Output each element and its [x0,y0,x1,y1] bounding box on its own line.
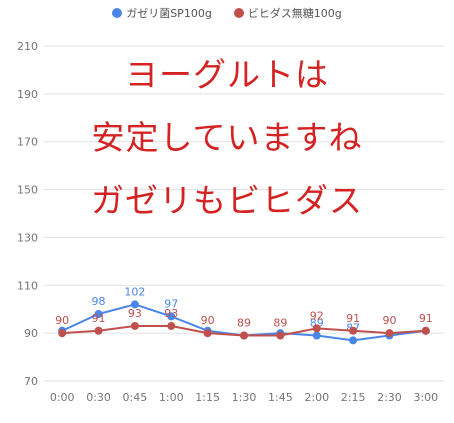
data-point [94,310,103,318]
x-tick-label: 0:30 [86,391,111,404]
data-label: 90 [201,314,215,327]
overlay-text-line-1: ヨーグルトは [125,55,329,94]
data-point [94,326,103,335]
data-point [203,329,212,338]
y-tick-label: 190 [17,88,38,101]
data-label: 91 [419,312,433,325]
overlay-text-line-3: ガゼリもビヒダス [91,181,363,220]
y-tick-label: 90 [24,327,38,340]
y-tick-label: 130 [17,231,38,244]
x-tick-label: 2:15 [341,391,366,404]
data-point [385,329,394,338]
data-label: 89 [273,317,287,330]
legend-dot-icon [233,8,244,18]
legend-label: ガゼリ菌SP100g [126,7,212,20]
data-point [312,331,321,340]
data-point [167,321,176,330]
y-tick-label: 70 [24,375,38,388]
x-tick-label: 3:00 [413,391,438,404]
y-tick-label: 110 [17,279,38,292]
data-point [130,321,139,330]
data-point [58,329,67,338]
x-tick-label: 1:45 [268,391,293,404]
legend-dot-icon [112,8,123,18]
data-label: 89 [310,317,324,330]
legend-label: ビヒダス無糖100g [247,7,342,20]
y-tick-label: 150 [17,184,38,197]
x-tick-label: 0:00 [50,391,75,404]
data-label: 91 [92,312,106,325]
legend-item-series-1[interactable]: ガゼリ菌SP100g [112,5,212,21]
data-label: 90 [382,314,396,327]
data-label: 98 [92,295,106,308]
data-label: 93 [164,307,178,320]
data-point [349,326,358,335]
data-label: 92 [310,309,324,322]
x-tick-label: 2:00 [304,391,329,404]
data-point [130,300,139,309]
x-tick-label: 0:45 [123,391,148,404]
data-point [312,324,321,333]
legend: ガゼリ菌SP100g ビヒダス無糖100g [0,5,454,21]
data-point [167,312,176,321]
overlay-text-line-2: 安定していますね [91,118,363,157]
data-label: 90 [55,314,69,327]
data-label: 91 [346,312,360,325]
data-label: 93 [128,307,142,320]
y-tick-label: 170 [17,136,38,149]
data-label: 89 [237,317,251,330]
data-point [421,326,430,335]
data-point [240,331,248,340]
x-tick-label: 1:00 [159,391,184,404]
data-point [349,336,358,345]
x-tick-label: 1:30 [232,391,257,404]
legend-item-series-2[interactable]: ビヒダス無糖100g [233,5,342,21]
x-tick-label: 1:15 [195,391,220,404]
y-tick-label: 210 [17,40,38,53]
x-tick-label: 2:30 [377,391,402,404]
data-label: 97 [164,297,178,310]
data-label: 102 [124,285,145,298]
data-point [276,331,285,340]
